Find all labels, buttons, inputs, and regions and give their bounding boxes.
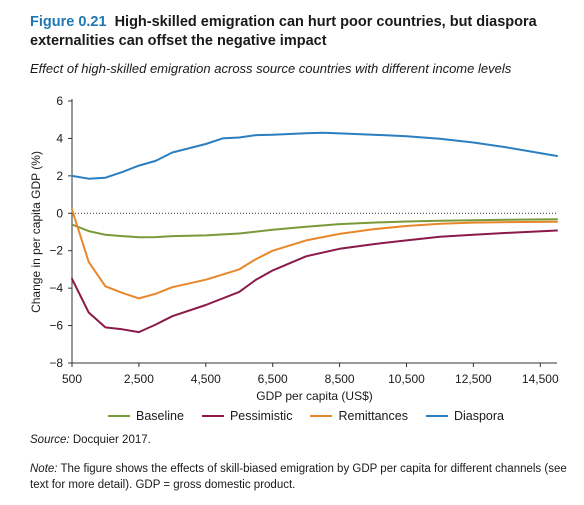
chart-legend: Baseline Pessimistic Remittances Diaspora <box>108 409 522 423</box>
note-text: The figure shows the effects of skill-bi… <box>30 463 567 491</box>
figure-number: Figure 0.21 <box>30 14 107 30</box>
y-tick-label: 2 <box>56 169 63 183</box>
x-tick-label: 8,500 <box>325 372 355 386</box>
series-line-pessimistic <box>71 229 558 334</box>
x-axis-label: GDP per capita (US$) <box>256 389 373 403</box>
x-tick-label: 500 <box>62 372 82 386</box>
y-tick-label: 4 <box>56 131 63 145</box>
legend-item-pessimistic: Pessimistic <box>201 409 293 423</box>
legend-item-remittances: Remittances <box>310 409 408 423</box>
legend-swatch <box>310 415 333 417</box>
y-tick-label: 0 <box>56 206 63 220</box>
x-tick-label: 4,500 <box>191 372 221 386</box>
legend-item-baseline: Baseline <box>108 409 184 423</box>
source-label: Source: <box>30 434 70 446</box>
y-axis-label: Change in per capita GDP (%) <box>29 151 43 313</box>
y-tick-label: 6 <box>56 94 63 108</box>
legend-label: Baseline <box>136 409 184 423</box>
series-line-baseline <box>71 218 558 239</box>
y-tick-label: −4 <box>49 281 63 295</box>
legend-swatch <box>425 415 448 417</box>
figure-note: Note: The figure shows the effects of sk… <box>30 461 570 493</box>
x-tick-label: 6,500 <box>258 372 288 386</box>
legend-item-diaspora: Diaspora <box>425 409 504 423</box>
y-tick-label: −2 <box>49 244 63 258</box>
source-text: Docquier 2017. <box>69 434 151 446</box>
figure-title: Figure 0.21 High-skilled emigration can h… <box>30 13 570 51</box>
legend-label: Remittances <box>338 409 408 423</box>
source-note: Source: Docquier 2017. <box>30 434 151 446</box>
y-tick-label: −6 <box>49 319 63 333</box>
legend-label: Pessimistic <box>229 409 293 423</box>
x-tick-label: 2,500 <box>124 372 154 386</box>
legend-swatch <box>108 415 130 417</box>
y-tick-label: −8 <box>49 356 63 370</box>
series-line-remittances <box>71 208 558 300</box>
note-label: Note: <box>30 463 58 475</box>
x-tick-label: 14,500 <box>522 372 559 386</box>
figure-title-text: High-skilled emigration can hurt poor co… <box>30 14 537 49</box>
legend-label: Diaspora <box>453 409 504 423</box>
series-line-diaspora <box>71 131 558 180</box>
x-tick-label: 12,500 <box>455 372 492 386</box>
figure-subtitle: Effect of high-skilled emigration across… <box>30 61 512 76</box>
legend-swatch <box>201 415 224 417</box>
x-tick-label: 10,500 <box>388 372 425 386</box>
